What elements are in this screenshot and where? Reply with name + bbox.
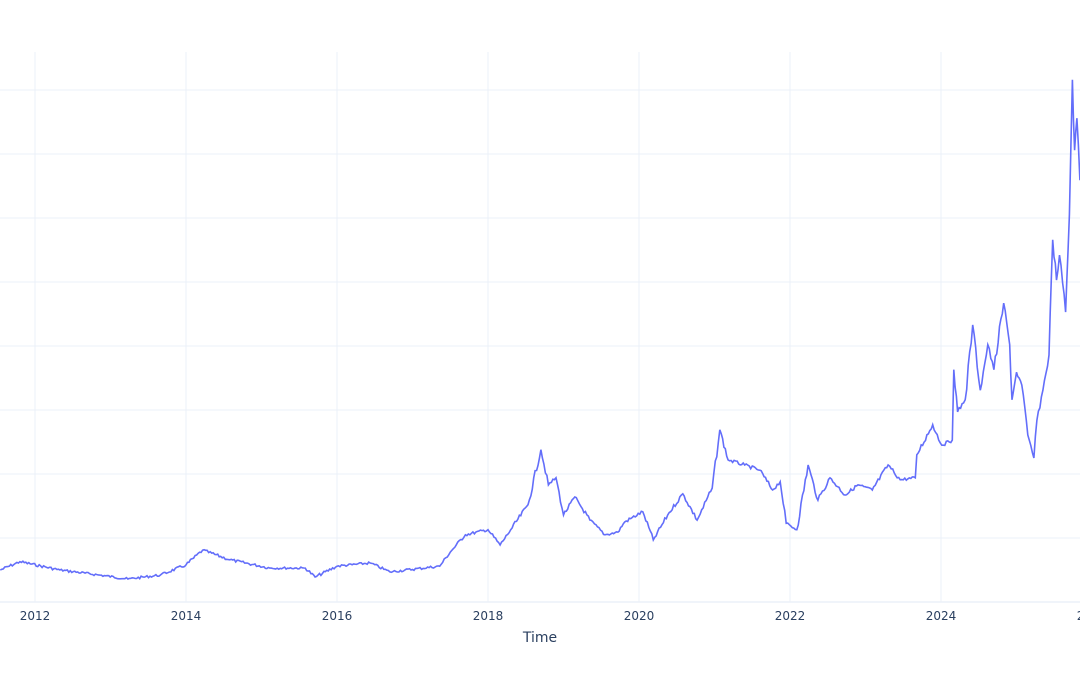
- x-tick-label: 2022: [775, 609, 806, 623]
- series-line: [0, 79, 1080, 581]
- x-tick-label: 2020: [624, 609, 655, 623]
- x-tick-label: 2012: [20, 609, 51, 623]
- x-axis-title: Time: [522, 630, 557, 646]
- gridlines: [0, 52, 1080, 603]
- x-tick-label: 2024: [926, 609, 957, 623]
- x-tick-label: 2018: [473, 609, 504, 623]
- x-tick-label: 2026: [1077, 609, 1080, 623]
- x-tick-label: 2014: [171, 609, 202, 623]
- x-tick-label: 2016: [322, 609, 353, 623]
- x-axis-ticks: 2012 2014 2016 2018 2020 2022 2024 2026: [20, 609, 1080, 623]
